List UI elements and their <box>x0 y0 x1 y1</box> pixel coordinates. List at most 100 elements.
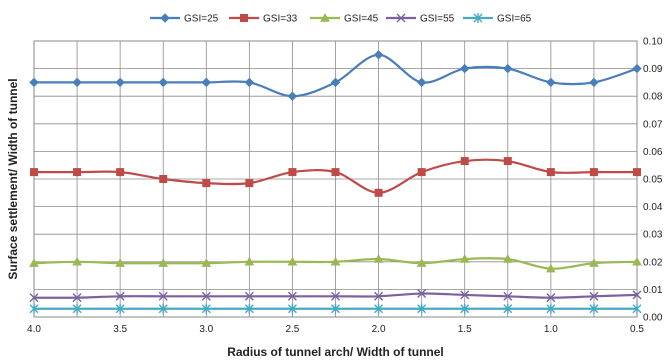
legend-label: GSI=25 <box>184 14 219 25</box>
data-point <box>459 254 470 263</box>
data-point <box>115 291 125 301</box>
data-point <box>244 291 254 301</box>
legend-label: GSI=33 <box>263 14 298 25</box>
legend-marker <box>240 14 248 22</box>
y-tick-label: 0.08 <box>643 92 663 103</box>
data-point <box>503 157 512 166</box>
data-point <box>416 77 427 88</box>
data-point <box>330 77 341 88</box>
data-point <box>589 168 598 177</box>
data-point <box>374 291 384 301</box>
data-point <box>202 179 211 188</box>
x-tick-label: 3.0 <box>199 324 213 335</box>
data-point <box>201 77 211 88</box>
legend-entry: GSI=33 <box>229 14 298 25</box>
data-point <box>417 168 426 177</box>
y-tick-label: 0.05 <box>643 175 663 186</box>
data-point <box>29 258 39 267</box>
data-point <box>417 303 427 314</box>
data-point <box>589 303 599 314</box>
data-point <box>331 303 340 314</box>
data-point <box>115 258 125 267</box>
series-asterisk <box>29 303 642 314</box>
data-point <box>287 256 298 266</box>
data-point <box>72 256 82 266</box>
data-point <box>244 77 255 88</box>
data-point <box>201 291 211 301</box>
data-point <box>158 303 168 314</box>
y-axis-title: Surface settlement/ Width of tunnel <box>6 78 20 279</box>
data-point <box>287 91 298 101</box>
data-point <box>589 291 599 301</box>
data-point <box>546 77 556 88</box>
y-tick-label: 0.04 <box>643 202 663 213</box>
legend: GSI=25 GSI=33 GSI=45 GSI=55 GSI=65 <box>150 12 532 25</box>
y-tick-label: 0.09 <box>643 64 663 75</box>
data-point <box>373 254 384 263</box>
data-point <box>460 303 470 314</box>
data-point <box>503 303 513 314</box>
data-point <box>244 303 254 314</box>
legend-marker <box>160 13 170 23</box>
data-point <box>503 291 513 301</box>
data-point <box>546 293 556 303</box>
data-point <box>72 303 82 314</box>
data-point <box>632 256 642 266</box>
data-point <box>373 50 384 60</box>
data-point <box>158 77 168 88</box>
legend-marker <box>473 13 483 23</box>
x-axis-ticks: 4.0 3.5 3.0 2.5 2.0 1.5 1.0 0.5 <box>27 324 644 335</box>
data-point <box>417 289 427 299</box>
data-point <box>159 175 168 183</box>
series-square <box>30 157 641 197</box>
x-tick-label: 4.0 <box>27 324 41 335</box>
series-triangle <box>29 254 642 273</box>
data-point <box>374 303 384 314</box>
data-point <box>29 77 39 88</box>
data-point <box>244 256 255 266</box>
y-tick-label: 0.03 <box>643 230 663 241</box>
data-point <box>330 256 341 266</box>
y-tick-label: 0.01 <box>643 285 663 296</box>
data-point <box>288 168 297 177</box>
data-point <box>30 168 38 177</box>
legend-entry: GSI=55 <box>386 14 455 25</box>
data-point <box>633 168 641 177</box>
data-point <box>115 303 125 314</box>
data-point <box>546 263 556 273</box>
data-point <box>72 77 82 88</box>
x-tick-label: 1.5 <box>458 324 472 335</box>
y-tick-label: 0.06 <box>643 147 663 158</box>
x-tick-label: 3.5 <box>113 324 127 335</box>
legend-entry: GSI=25 <box>150 13 219 25</box>
data-point <box>245 179 254 188</box>
data-point <box>546 168 555 177</box>
y-tick-label: 0.02 <box>643 257 663 268</box>
data-point <box>115 77 125 88</box>
x-axis-title: Radius of tunnel arch/ Width of tunnel <box>227 345 444 359</box>
legend-label: GSI=45 <box>344 14 379 25</box>
data-point <box>29 303 39 314</box>
data-point <box>73 168 82 177</box>
x-tick-label: 0.5 <box>630 324 644 335</box>
data-point <box>460 157 469 166</box>
data-point <box>632 63 642 74</box>
series-layer <box>29 50 642 314</box>
data-point <box>589 77 599 88</box>
legend-marker <box>396 13 406 23</box>
y-tick-label: 0.10 <box>643 37 663 48</box>
legend-label: GSI=55 <box>420 14 455 25</box>
legend-label: GSI=65 <box>497 14 532 25</box>
data-point <box>331 168 340 177</box>
x-tick-label: 2.0 <box>372 324 386 335</box>
data-point <box>546 303 556 314</box>
data-point <box>201 258 212 267</box>
data-point <box>331 291 340 301</box>
data-point <box>502 254 513 263</box>
data-point <box>287 291 297 301</box>
legend-marker <box>320 12 330 22</box>
data-point <box>503 63 513 74</box>
data-point <box>416 258 427 267</box>
data-point <box>116 168 125 177</box>
